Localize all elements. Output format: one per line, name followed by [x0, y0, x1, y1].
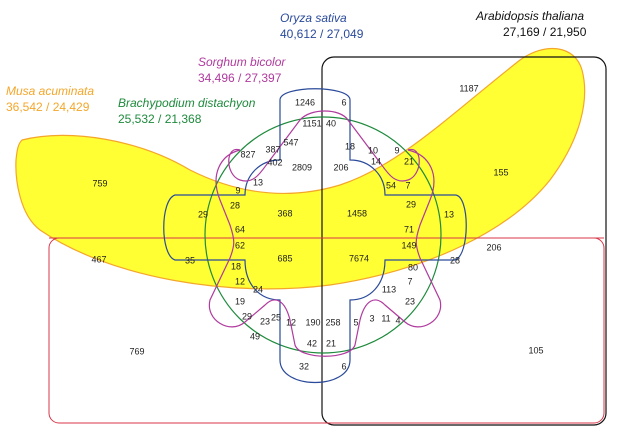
region-count: 28 — [230, 200, 240, 210]
region-counts: 1187 155 206 105 769 759 467 1246 6 1151… — [91, 83, 543, 371]
brachypodium-distachyon-set — [204, 116, 442, 354]
arabidopsis-thaliana-set — [321, 56, 607, 426]
musa-acuminata-set — [15, 47, 586, 290]
region-count: 9 — [235, 185, 240, 195]
region-count: 80 — [408, 262, 418, 272]
region-count: 13 — [444, 209, 454, 219]
region-count: 149 — [401, 240, 416, 250]
region-count: 1151 — [302, 118, 321, 128]
sorghum-name-label: Sorghum bicolor — [198, 55, 286, 69]
brachypodium-name-label: Brachypodium distachyon — [118, 96, 256, 110]
region-count: 21 — [404, 156, 414, 166]
region-count: 105 — [528, 345, 543, 355]
region-count: 7674 — [349, 253, 369, 263]
region-count: 467 — [91, 254, 106, 264]
region-count: 258 — [325, 317, 340, 327]
region-count: 113 — [382, 284, 396, 294]
oryza-name-label: Oryza sativa — [280, 11, 347, 25]
region-count: 5 — [353, 317, 358, 327]
region-count: 206 — [486, 242, 501, 252]
region-count: 32 — [299, 361, 309, 371]
region-count: 9 — [394, 145, 399, 155]
sorghum-count-label: 34,496 / 27,397 — [198, 71, 282, 85]
region-count: 190 — [305, 317, 320, 327]
region-count: 23 — [405, 296, 415, 306]
region-count: 18 — [345, 141, 355, 151]
region-count: 11 — [381, 313, 390, 323]
region-count: 1458 — [347, 208, 367, 218]
region-count: 35 — [185, 255, 195, 265]
region-count: 759 — [92, 178, 107, 188]
region-count: 685 — [277, 253, 292, 263]
region-count: 21 — [326, 338, 336, 348]
region-count: 42 — [307, 338, 317, 348]
musa-name-label: Musa acuminata — [6, 84, 94, 98]
region-count: 12 — [235, 276, 245, 286]
oryza-count-label: 40,612 / 27,049 — [280, 27, 364, 41]
region-count: 827 — [240, 149, 255, 159]
region-count: 14 — [371, 156, 381, 166]
region-count: 7 — [405, 180, 410, 190]
oryza-sativa-set — [163, 88, 467, 384]
region-count: 769 — [129, 346, 144, 356]
region-count: 10 — [368, 145, 378, 155]
region-count: 6 — [341, 361, 346, 371]
sorghum-bicolor-set — [208, 110, 442, 357]
region-count: 62 — [235, 240, 245, 250]
region-count: 64 — [235, 224, 245, 234]
region-count: 368 — [277, 208, 292, 218]
region-count: 25 — [271, 312, 281, 322]
region-count: 29 — [406, 199, 416, 209]
region-count: 4 — [395, 315, 400, 325]
region-count: 402 — [267, 157, 282, 167]
region-count: 155 — [493, 167, 508, 177]
region-count: 19 — [235, 296, 245, 306]
arabidopsis-name-label: Arabidopsis thaliana — [475, 9, 584, 23]
region-count: 28 — [450, 255, 460, 265]
brachypodium-count-label: 25,532 / 21,368 — [118, 112, 202, 126]
region-count: 18 — [231, 261, 241, 271]
region-count: 1187 — [459, 83, 478, 93]
region-count: 3 — [369, 313, 374, 323]
region-count: 71 — [404, 224, 414, 234]
region-count: 2809 — [292, 162, 312, 172]
region-count: 1246 — [295, 97, 315, 107]
region-count: 387 — [265, 144, 280, 154]
region-count: 206 — [333, 162, 348, 172]
musa-count-label: 36,542 / 24,429 — [6, 100, 90, 114]
region-count: 23 — [260, 316, 270, 326]
region-count: 13 — [253, 177, 263, 187]
region-count: 24 — [253, 284, 263, 294]
region-count: 12 — [286, 317, 296, 327]
region-count: 29 — [242, 311, 252, 321]
region-count: 7 — [407, 276, 412, 286]
region-count: 54 — [386, 180, 396, 190]
region-count: 29 — [198, 209, 208, 219]
region-count: 547 — [283, 137, 298, 147]
region-count: 6 — [341, 97, 346, 107]
region-count: 40 — [326, 118, 336, 128]
arabidopsis-count-label: 27,169 / 21,950 — [503, 25, 587, 39]
region-count: 49 — [250, 331, 260, 341]
